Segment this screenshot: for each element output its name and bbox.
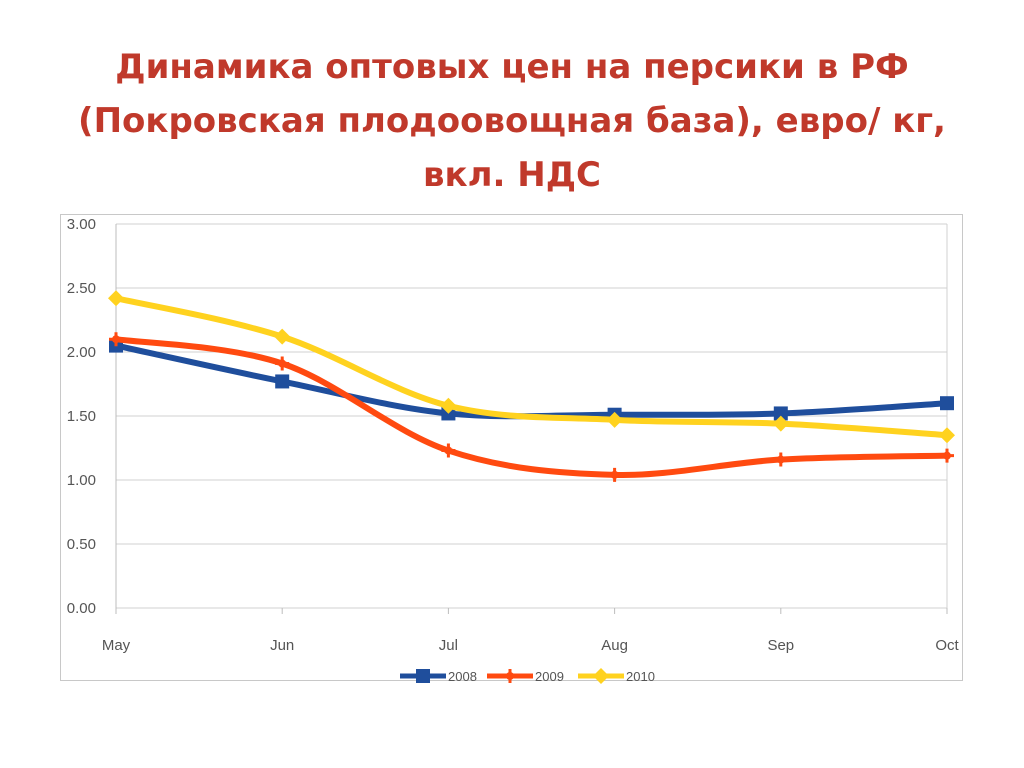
data-point-2008 <box>773 406 788 421</box>
x-tick-label: Jun <box>270 637 294 654</box>
y-tick-label: 1.00 <box>67 472 96 489</box>
data-point-2009 <box>112 335 120 344</box>
series-line-2010 <box>113 295 950 439</box>
page-title: Динамика оптовых цен на персики в РФ (По… <box>60 40 964 202</box>
data-point-2008 <box>940 396 954 411</box>
x-tick-label: Aug <box>601 637 628 654</box>
y-tick-label: 2.00 <box>67 344 96 361</box>
data-point-2010 <box>108 290 124 307</box>
legend-marker-2009 <box>506 672 514 680</box>
y-tick-label: 0.00 <box>67 600 96 617</box>
legend-label-2009: 2009 <box>535 669 564 684</box>
title-line-1: Динамика оптовых цен на персики в РФ <box>115 47 909 87</box>
data-point-2008 <box>275 374 290 389</box>
data-point-2010 <box>606 411 623 428</box>
legend-label-2010: 2010 <box>626 669 655 684</box>
data-point-2009 <box>776 455 785 464</box>
data-point-2010 <box>274 328 291 345</box>
x-tick-label: May <box>102 637 131 654</box>
data-point-2009 <box>943 451 951 460</box>
y-tick-label: 1.50 <box>67 408 96 425</box>
legend-marker-2008 <box>416 669 430 683</box>
y-tick-label: 2.50 <box>67 280 96 297</box>
y-tick-label: 3.00 <box>67 216 96 233</box>
data-point-2009 <box>610 470 619 479</box>
legend-label-2008: 2008 <box>448 669 477 684</box>
x-tick-label: Oct <box>935 637 959 654</box>
title-line-3: вкл. НДС <box>423 155 601 195</box>
data-point-2009 <box>444 446 453 455</box>
x-tick-label: Sep <box>767 637 794 654</box>
chart-frame <box>60 214 963 681</box>
data-point-2010 <box>440 397 457 414</box>
title-line-2: (Покровская плодоовощная база), евро/ кг… <box>78 101 946 141</box>
data-point-2010 <box>939 427 955 444</box>
x-tick-label: Jul <box>439 637 458 654</box>
y-tick-label: 0.50 <box>67 536 96 553</box>
series-line-2009 <box>113 336 950 478</box>
data-point-2010 <box>772 415 789 432</box>
legend-marker-2010 <box>593 668 609 684</box>
data-point-2009 <box>278 359 287 368</box>
